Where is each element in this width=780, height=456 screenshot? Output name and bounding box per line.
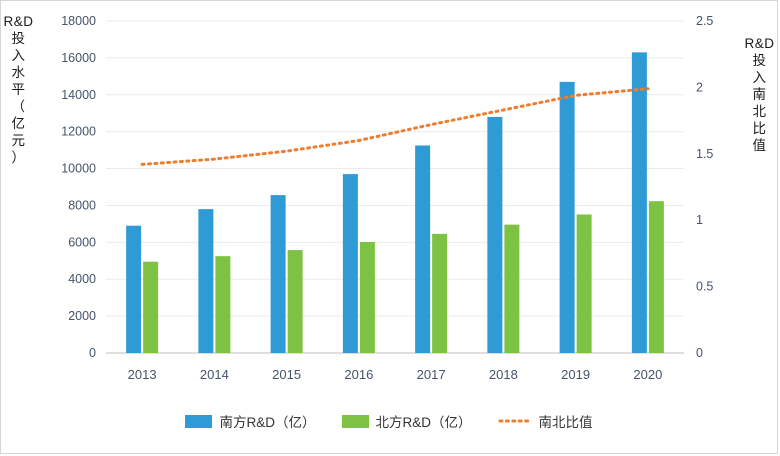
right-axis-title: R&D 投入南北比值 xyxy=(742,1,777,453)
chart-plot: 0 2000 4000 6000 8000 10000 12000 14000 16000 180… xyxy=(61,14,713,382)
legend-swatch-icon xyxy=(185,414,213,428)
left-axis-tick: 0 xyxy=(89,346,96,360)
left-axis-title-char: 元 xyxy=(11,133,26,148)
legend-swatch-icon xyxy=(341,414,369,428)
bar-north-2014 xyxy=(215,256,231,353)
right-axis-tick: 1.5 xyxy=(696,147,713,161)
left-axis-tick: 4000 xyxy=(68,272,96,286)
chart-main: 0 2000 4000 6000 8000 10000 12000 14000 16000 180… xyxy=(36,1,742,453)
left-axis-title-char: 平 xyxy=(11,82,26,97)
right-axis-title-char: 入 xyxy=(752,70,767,85)
left-axis-title-char: R&D xyxy=(3,14,34,29)
legend-item-1: 北方R&D（亿） xyxy=(341,411,472,431)
right-axis-tick: 0.5 xyxy=(696,280,713,294)
left-axis-tick: 14000 xyxy=(61,88,96,102)
x-axis-label-2016: 2016 xyxy=(344,367,373,382)
right-axis-title-char: 比 xyxy=(752,121,767,136)
right-axis-title-char: 南 xyxy=(752,87,767,102)
legend-dotted-line-icon xyxy=(498,419,532,423)
x-axis-label-2020: 2020 xyxy=(633,367,662,382)
right-axis-title-char: R&D xyxy=(744,36,775,51)
legend-label: 北方R&D（亿） xyxy=(375,415,472,430)
bar-south-2017 xyxy=(415,145,431,353)
left-axis-tick: 2000 xyxy=(68,309,96,323)
x-axis-label-2014: 2014 xyxy=(200,367,229,382)
x-axis-label-2019: 2019 xyxy=(561,367,590,382)
bar-south-2019 xyxy=(559,81,575,353)
left-axis-tick: 8000 xyxy=(68,198,96,212)
ratio-line xyxy=(140,87,650,166)
bar-north-2017 xyxy=(432,233,448,353)
bar-south-2020 xyxy=(631,52,647,353)
x-axis-label-2013: 2013 xyxy=(128,367,157,382)
bar-north-2015 xyxy=(287,250,303,353)
left-axis-title-char: 水 xyxy=(11,65,26,80)
bar-south-2018 xyxy=(487,116,503,354)
left-axis-tick: 6000 xyxy=(68,235,96,249)
right-axis-tick: 2.5 xyxy=(696,14,713,28)
legend-item-2: 南北比值 xyxy=(498,411,593,431)
bar-north-2019 xyxy=(576,214,592,353)
bar-south-2015 xyxy=(270,195,286,353)
bar-north-2016 xyxy=(359,241,375,353)
right-axis-title-char: 值 xyxy=(752,138,767,153)
left-axis-title-char: （ xyxy=(11,99,26,114)
legend-label: 南北比值 xyxy=(538,415,593,430)
left-axis-tick: 16000 xyxy=(61,51,96,65)
left-axis-title: R&D 投入水平 （ 亿元 ） xyxy=(1,1,36,453)
x-axis-label-2018: 2018 xyxy=(489,367,518,382)
legend-label: 南方R&D（亿） xyxy=(219,415,316,430)
bar-south-2013 xyxy=(126,225,142,353)
right-axis-tick: 1 xyxy=(696,213,703,227)
bar-north-2020 xyxy=(648,201,664,353)
left-axis-title-char: 投 xyxy=(11,31,26,46)
left-axis-title-char: 亿 xyxy=(11,116,26,131)
left-axis-tick: 18000 xyxy=(61,14,96,28)
left-axis-tick: 10000 xyxy=(61,162,96,176)
legend: 南方R&D（亿） 北方R&D（亿） 南北比值 xyxy=(36,399,742,443)
x-axis-label-2015: 2015 xyxy=(272,367,301,382)
bar-south-2014 xyxy=(198,209,214,353)
bar-north-2018 xyxy=(504,224,520,353)
bar-south-2016 xyxy=(342,174,358,353)
left-axis-title-char: 入 xyxy=(11,48,26,63)
left-axis-title-char: ） xyxy=(11,150,26,165)
legend-item-0: 南方R&D（亿） xyxy=(185,411,316,431)
x-axis-label-2017: 2017 xyxy=(417,367,446,382)
right-axis-title-char: 投 xyxy=(752,53,767,68)
right-axis-title-char: 北 xyxy=(752,104,767,119)
right-axis-tick: 0 xyxy=(696,346,703,360)
right-axis-tick: 2 xyxy=(696,80,703,94)
bar-north-2013 xyxy=(143,261,159,353)
left-axis-tick: 12000 xyxy=(61,125,96,139)
